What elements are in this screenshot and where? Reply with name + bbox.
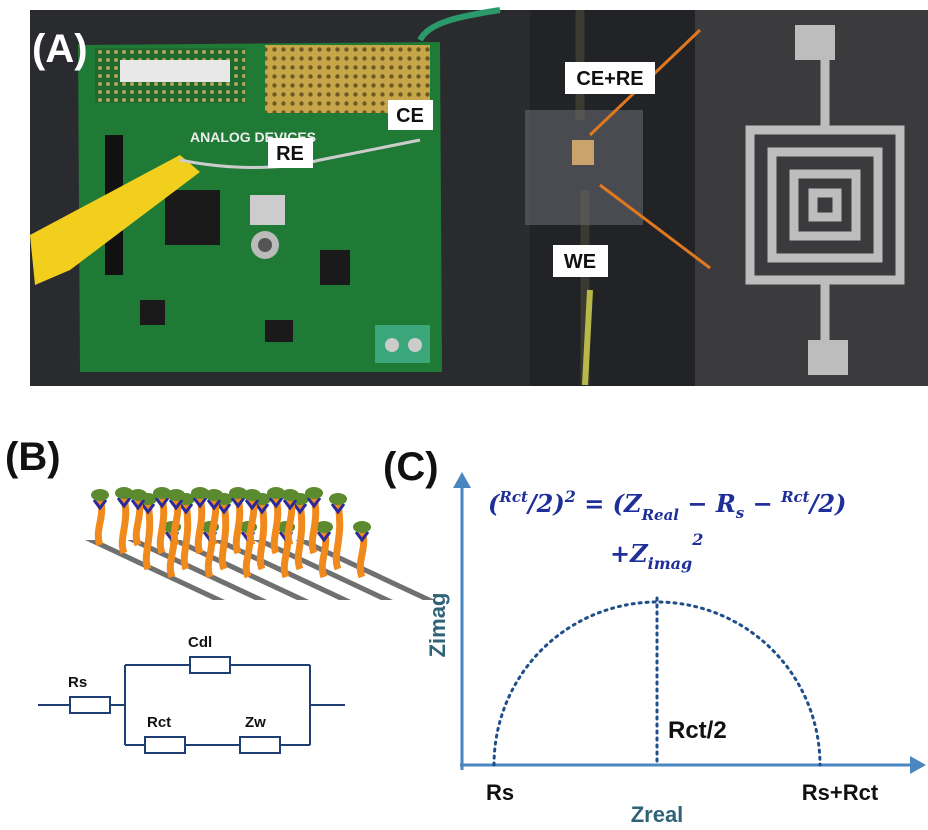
eq-part: Rct: [780, 488, 810, 506]
equation: (Rct/2)2 = (ZReal − Rs − Rct/2): [488, 487, 846, 524]
eq-part: /2): [526, 489, 565, 518]
eq-part: imag: [648, 554, 693, 573]
circuit-label: Rs: [68, 674, 87, 691]
electrode-label: CE+RE: [576, 68, 643, 90]
eq-part: −: [744, 489, 781, 518]
electrode-label: WE: [564, 251, 596, 273]
sensor-part: [129, 489, 147, 501]
midline-label: Rct/2: [668, 717, 727, 744]
electrode-label: CE: [396, 105, 424, 127]
sensor-part: [353, 521, 371, 533]
sensor-part: [243, 489, 261, 501]
panel-label: (B): [5, 435, 61, 479]
sensor-part: [167, 489, 185, 501]
eq-part: = (: [576, 489, 626, 518]
sensor-part: [91, 489, 109, 501]
y-axis-label: Zimag: [425, 593, 450, 658]
circuit-label: Cdl: [188, 634, 212, 651]
x-axis-label: Zreal: [631, 802, 684, 827]
photo: ANALOG DEVICES (A) CE RE CE+RE WE: [30, 10, 928, 386]
eq-part: /2): [808, 489, 847, 518]
eq-part: Z: [623, 489, 643, 518]
circuit-label: Rct: [147, 714, 171, 731]
eq-part: − R: [679, 489, 736, 518]
x-label: Rs: [486, 780, 514, 805]
sensor-part: [329, 493, 347, 505]
eq-part: Rct: [498, 488, 528, 506]
x-label: Rs+Rct: [802, 780, 879, 805]
electrode-label: RE: [276, 143, 304, 165]
panel-label: (C): [383, 445, 439, 489]
eq-part: 2: [691, 530, 703, 549]
semicircle: [494, 598, 820, 765]
equation: +Zimag 2: [610, 530, 703, 573]
sensor-illustration: [85, 487, 435, 600]
circuit: [38, 657, 345, 753]
panel-label: (A): [32, 27, 88, 71]
sensor-part: [205, 489, 223, 501]
eq-part: 2: [564, 487, 576, 506]
eq-part: Real: [641, 506, 680, 524]
circuit-label: Zw: [245, 714, 266, 731]
sensor-part: [305, 487, 323, 499]
eq-part: +Z: [610, 539, 649, 568]
sensor-part: [281, 489, 299, 501]
figure: ANALOG DEVICES (A) CE RE CE+RE WE (B) Rs…: [0, 0, 928, 830]
